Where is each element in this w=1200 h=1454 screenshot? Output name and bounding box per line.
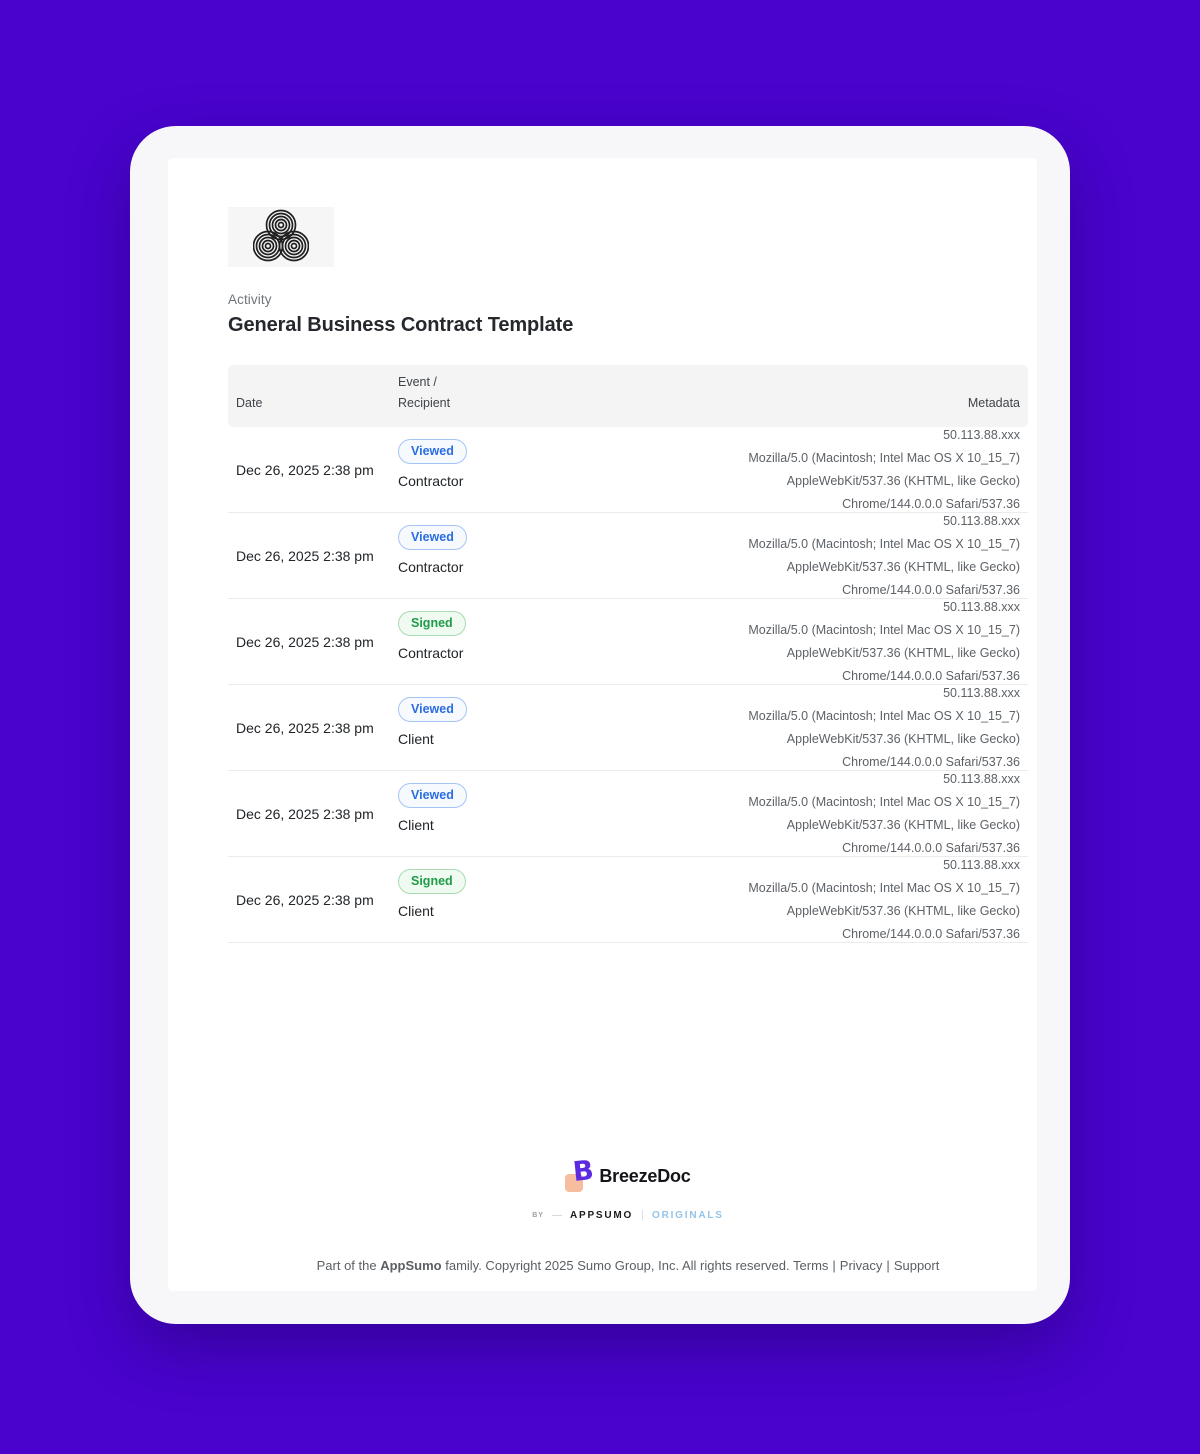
activity-label: Activity	[228, 292, 272, 307]
ip-address: 50.113.88.xxx	[943, 599, 1020, 614]
activity-table: Date Event / Recipient Metadata Dec 26, …	[228, 365, 1028, 943]
activity-row: Dec 26, 2025 2:38 pm Viewed Contractor 5…	[228, 513, 1028, 599]
footer-text-pre: Part of the	[316, 1258, 381, 1273]
user-agent-line1: Mozilla/5.0 (Macintosh; Intel Mac OS X 1…	[748, 708, 1020, 746]
footer-appsumo: AppSumo	[380, 1258, 442, 1273]
user-agent-line2: Chrome/144.0.0.0 Safari/537.36	[842, 496, 1020, 511]
appsumo-byline: BY — APPSUMO | ORIGINALS	[228, 1209, 1028, 1221]
event-metadata: 50.113.88.xxx Mozilla/5.0 (Macintosh; In…	[638, 685, 1020, 770]
event-date: Dec 26, 2025 2:38 pm	[236, 719, 374, 736]
event-recipient-cell: Viewed Contractor	[398, 513, 638, 598]
email-card: Activity General Business Contract Templ…	[130, 126, 1070, 1324]
appsumo-wordmark: APPSUMO	[569, 1209, 634, 1221]
activity-row: Dec 26, 2025 2:38 pm Viewed Client 50.11…	[228, 771, 1028, 857]
event-recipient-cell: Viewed Client	[398, 685, 638, 770]
event-recipient: Client	[398, 903, 434, 919]
user-agent-line2: Chrome/144.0.0.0 Safari/537.36	[842, 926, 1020, 941]
column-header-metadata: Metadata	[967, 396, 1020, 410]
ip-address: 50.113.88.xxx	[943, 771, 1020, 786]
event-recipient-cell: Signed Contractor	[398, 599, 638, 684]
document-title: General Business Contract Template	[228, 314, 574, 336]
event-metadata: 50.113.88.xxx Mozilla/5.0 (Macintosh; In…	[638, 427, 1020, 512]
user-agent-line1: Mozilla/5.0 (Macintosh; Intel Mac OS X 1…	[748, 794, 1020, 832]
footer-separator: |	[886, 1258, 890, 1273]
event-status-badge: Viewed	[398, 439, 467, 464]
event-metadata: 50.113.88.xxx Mozilla/5.0 (Macintosh; In…	[638, 513, 1020, 598]
footer: Part of the AppSumo family. Copyright 20…	[228, 1258, 1028, 1273]
ip-address: 50.113.88.xxx	[943, 685, 1020, 700]
byline-dash: —	[551, 1209, 562, 1221]
branding-block: B BreezeDoc BY — APPSUMO | ORIGINALS	[228, 1155, 1028, 1221]
user-agent-line2: Chrome/144.0.0.0 Safari/537.36	[842, 582, 1020, 597]
user-agent-line2: Chrome/144.0.0.0 Safari/537.36	[842, 840, 1020, 855]
event-date: Dec 26, 2025 2:38 pm	[236, 547, 374, 564]
activity-row: Dec 26, 2025 2:38 pm Signed Client 50.11…	[228, 857, 1028, 943]
user-agent-line2: Chrome/144.0.0.0 Safari/537.36	[842, 668, 1020, 683]
event-recipient: Client	[398, 817, 434, 833]
event-metadata: 50.113.88.xxx Mozilla/5.0 (Macintosh; In…	[638, 599, 1020, 684]
ip-address: 50.113.88.xxx	[943, 427, 1020, 442]
event-metadata: 50.113.88.xxx Mozilla/5.0 (Macintosh; In…	[638, 771, 1020, 856]
event-status-badge: Viewed	[398, 783, 467, 808]
privacy-link[interactable]: Privacy	[839, 1258, 883, 1273]
event-recipient-cell: Signed Client	[398, 857, 638, 942]
knot-logo-icon	[253, 209, 309, 262]
column-header-event: Event /	[398, 375, 437, 389]
footer-text-mid: family. Copyright 2025 Sumo Group, Inc. …	[441, 1258, 794, 1273]
terms-link[interactable]: Terms	[793, 1258, 829, 1273]
footer-separator: |	[832, 1258, 836, 1273]
event-status-badge: Viewed	[398, 525, 467, 550]
byline-pipe: |	[641, 1209, 644, 1221]
breezedoc-b-glyph: B	[571, 1155, 595, 1188]
event-recipient: Contractor	[398, 559, 464, 575]
column-header-event-recipient: Event / Recipient	[398, 372, 638, 414]
event-status-badge: Signed	[398, 611, 466, 636]
column-header-recipient: Recipient	[398, 396, 451, 410]
event-date: Dec 26, 2025 2:38 pm	[236, 805, 374, 822]
user-agent-line1: Mozilla/5.0 (Macintosh; Intel Mac OS X 1…	[748, 536, 1020, 574]
email-content: Activity General Business Contract Templ…	[168, 158, 1037, 1291]
originals-wordmark: ORIGINALS	[652, 1209, 724, 1221]
breezedoc-peach-square	[565, 1174, 584, 1192]
breezedoc-logo: B BreezeDoc	[565, 1155, 691, 1192]
breezedoc-logo-icon: B	[565, 1155, 595, 1192]
breezedoc-wordmark: BreezeDoc	[599, 1166, 691, 1186]
event-recipient: Contractor	[398, 645, 464, 661]
event-status-badge: Signed	[398, 869, 466, 894]
activity-row: Dec 26, 2025 2:38 pm Viewed Client 50.11…	[228, 685, 1028, 771]
event-recipient: Client	[398, 731, 434, 747]
company-logo	[228, 207, 334, 267]
activity-row: Dec 26, 2025 2:38 pm Viewed Contractor 5…	[228, 427, 1028, 513]
table-body: Dec 26, 2025 2:38 pm Viewed Contractor 5…	[228, 427, 1028, 943]
ip-address: 50.113.88.xxx	[943, 513, 1020, 528]
event-date: Dec 26, 2025 2:38 pm	[236, 461, 374, 478]
user-agent-line1: Mozilla/5.0 (Macintosh; Intel Mac OS X 1…	[748, 450, 1020, 488]
event-metadata: 50.113.88.xxx Mozilla/5.0 (Macintosh; In…	[638, 857, 1020, 942]
activity-row: Dec 26, 2025 2:38 pm Signed Contractor 5…	[228, 599, 1028, 685]
user-agent-line1: Mozilla/5.0 (Macintosh; Intel Mac OS X 1…	[748, 880, 1020, 918]
table-header: Date Event / Recipient Metadata	[228, 365, 1028, 427]
event-recipient-cell: Viewed Client	[398, 771, 638, 856]
support-link[interactable]: Support	[893, 1258, 940, 1273]
event-date: Dec 26, 2025 2:38 pm	[236, 633, 374, 650]
byline-by-label: BY	[532, 1211, 544, 1219]
event-recipient-cell: Viewed Contractor	[398, 427, 638, 512]
event-recipient: Contractor	[398, 473, 464, 489]
event-date: Dec 26, 2025 2:38 pm	[236, 891, 374, 908]
user-agent-line1: Mozilla/5.0 (Macintosh; Intel Mac OS X 1…	[748, 622, 1020, 660]
ip-address: 50.113.88.xxx	[943, 857, 1020, 872]
event-status-badge: Viewed	[398, 697, 467, 722]
column-header-date: Date	[236, 396, 263, 410]
user-agent-line2: Chrome/144.0.0.0 Safari/537.36	[842, 754, 1020, 769]
